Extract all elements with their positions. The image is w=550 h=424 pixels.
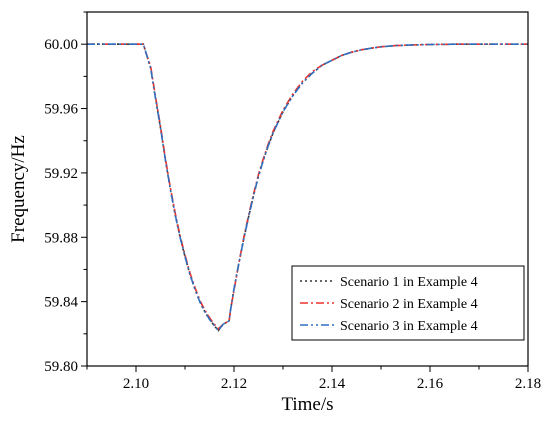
x-axis-title: Time/s	[281, 394, 333, 415]
legend-label-2: Scenario 2 in Example 4	[340, 297, 478, 312]
series-layer	[87, 43, 528, 332]
y-tick-label: 59.84	[44, 295, 78, 311]
x-tick-label: 2.16	[417, 376, 444, 392]
x-tick-label: 2.12	[221, 376, 247, 392]
ticks-layer: 2.10 2.12 2.14 2.16 2.18 59.80 59.84 59.88 59.92…	[44, 11, 541, 392]
legend-label-1: Scenario 1 in Example 4	[340, 275, 478, 290]
y-tick-label: 59.88	[44, 230, 78, 246]
y-tick-label: 59.80	[44, 359, 78, 375]
y-tick-label: 59.96	[44, 102, 78, 118]
series-line-3	[87, 43, 528, 332]
x-tick-label: 2.10	[123, 376, 149, 392]
legend-box	[291, 265, 525, 341]
series-line-2	[87, 43, 528, 331]
y-axis-title: Frequency/Hz	[8, 135, 29, 243]
plot-area-frame	[86, 11, 529, 367]
y-tick-label: 59.92	[44, 166, 78, 182]
x-tick-label: 2.18	[515, 376, 541, 392]
x-tick-label: 2.14	[319, 376, 346, 392]
legend-label-3: Scenario 3 in Example 4	[340, 319, 478, 334]
y-tick-label: 60.00	[44, 37, 78, 53]
legend: Scenario 1 in Example 4 Scenario 2 in Exa…	[291, 265, 525, 341]
